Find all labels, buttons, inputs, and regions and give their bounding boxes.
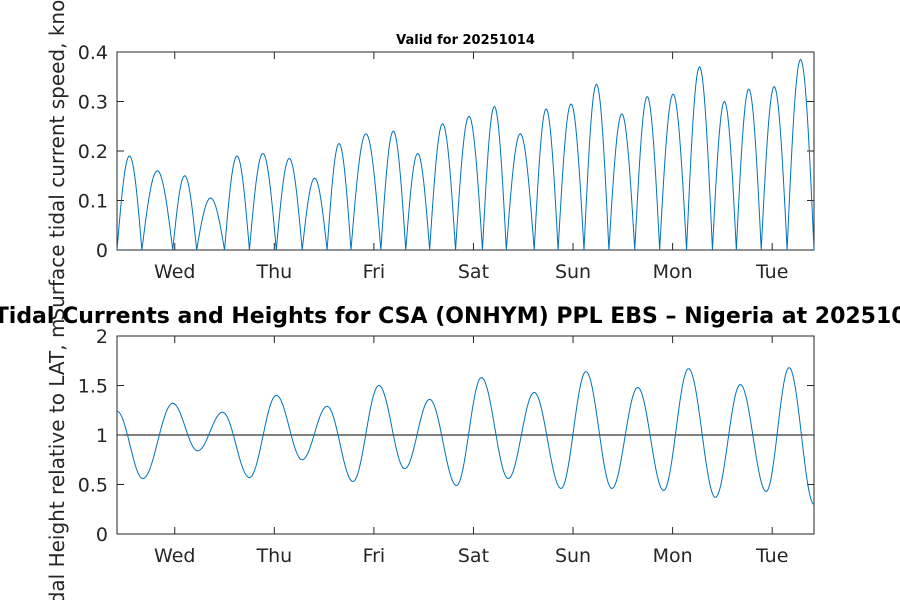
y-tick-label: 0 [96, 240, 108, 262]
tidal-height-panel: 0 0.5 1 1.5 2 Wed Thu Fri Sat Sun Mon Tue Tidal Hei… [0, 304, 900, 600]
current-speed-plot-area [116, 51, 815, 251]
x-tick-label: Sat [458, 545, 489, 567]
current-speed-chart-title: Valid for 20251014 [396, 33, 535, 48]
x-tick-label: Thu [255, 261, 292, 283]
tidal-height-y-axis-label: Tidal Height relative to LAT, m [45, 319, 69, 600]
x-tick-label: Sat [458, 261, 489, 283]
tidal-height-chart-title: Tidal Currents and Heights for CSA (ONHY… [0, 304, 900, 329]
current-speed-series-line [116, 58, 815, 251]
x-tick-label: Tue [755, 261, 788, 283]
x-tick-label: Fri [363, 261, 386, 283]
x-tick-label: Sun [555, 545, 591, 567]
y-tick-label: 0.2 [78, 141, 108, 163]
y-tick-label: 2 [96, 326, 108, 348]
x-tick-label: Wed [154, 545, 195, 567]
y-tick-label: 0.4 [78, 42, 108, 64]
x-tick-label: Fri [363, 545, 386, 567]
x-tick-label: Mon [653, 545, 693, 567]
x-tick-label: Thu [255, 545, 292, 567]
y-tick-label: 1 [96, 425, 108, 447]
y-tick-label: 0.1 [78, 191, 108, 213]
x-tick-label: Sun [555, 261, 591, 283]
x-tick-label: Mon [653, 261, 693, 283]
y-tick-label: 1.5 [78, 376, 108, 398]
y-tick-label: 0 [96, 524, 108, 546]
tidal-height-series-line [116, 367, 815, 505]
current-speed-ticks: 0 0.1 0.2 0.3 0.4 Wed Thu Fri Sat Sun Mon Tue [78, 42, 814, 283]
y-tick-label: 0.5 [78, 475, 108, 497]
current-speed-y-axis-label: Surface tidal current speed, knots [45, 0, 69, 321]
x-tick-label: Tue [755, 545, 788, 567]
x-tick-label: Wed [154, 261, 195, 283]
current-speed-panel: Valid for 20251014 Surface tidal current… [45, 0, 815, 321]
y-tick-label: 0.3 [78, 92, 108, 114]
tidal-height-ticks: 0 0.5 1 1.5 2 Wed Thu Fri Sat Sun Mon Tue [78, 326, 814, 567]
